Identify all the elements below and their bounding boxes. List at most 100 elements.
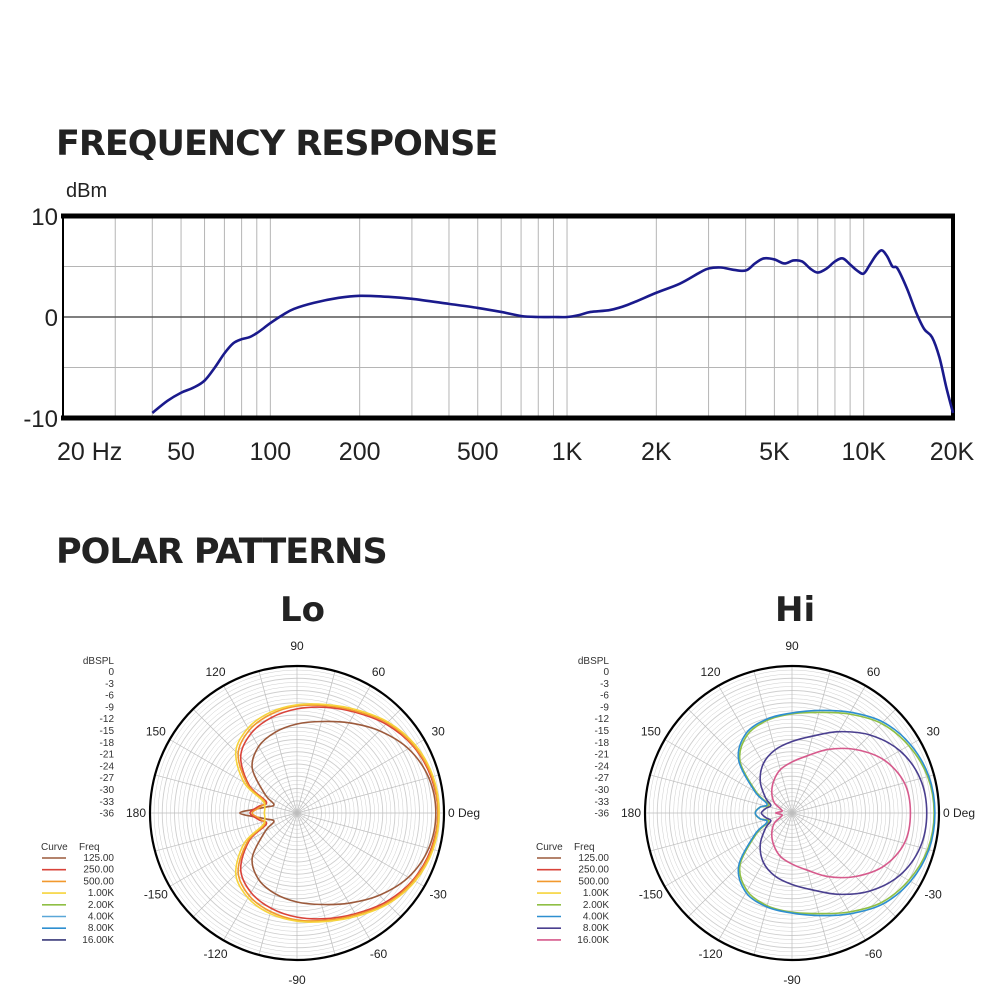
polar-radial-tick: -30 bbox=[595, 785, 610, 796]
x-tick-label: 100 bbox=[250, 438, 292, 466]
x-tick-label: 20K bbox=[930, 438, 975, 466]
polar-radial-tick: -18 bbox=[100, 738, 115, 749]
polar-angle-label: 60 bbox=[372, 665, 386, 679]
polar-radial-tick: -6 bbox=[105, 691, 114, 702]
polar-angle-label: 120 bbox=[205, 665, 225, 679]
polar-spoke bbox=[791, 812, 897, 918]
legend-header-curve: Curve bbox=[536, 842, 563, 853]
polar-spoke bbox=[223, 685, 298, 814]
polar-spoke bbox=[791, 670, 831, 814]
legend-freq-label: 16.00K bbox=[577, 935, 609, 946]
polar-spoke bbox=[296, 812, 371, 941]
polar-angle-label: 90 bbox=[290, 639, 304, 653]
y-tick-label: 0 bbox=[45, 305, 58, 332]
polar-spoke bbox=[296, 708, 402, 814]
polar-angle-label: -60 bbox=[865, 947, 883, 961]
polar-spoke bbox=[791, 812, 935, 852]
polar-radial-tick: -3 bbox=[105, 679, 114, 690]
polar-curve bbox=[234, 703, 440, 923]
polar-angle-label: 30 bbox=[926, 725, 940, 739]
polar-radial-tick: -27 bbox=[595, 773, 610, 784]
polar-radial-tick: -24 bbox=[100, 761, 115, 772]
polar-radial-tick: -36 bbox=[595, 809, 610, 820]
polar-radial-tick: 0 bbox=[108, 667, 114, 678]
polar-spoke bbox=[296, 774, 440, 814]
polar-spoke bbox=[718, 812, 793, 941]
polar-spoke bbox=[154, 812, 298, 852]
polar-spoke bbox=[296, 812, 425, 887]
polar-angle-label: -150 bbox=[144, 888, 168, 902]
legend-freq-label: 1.00K bbox=[583, 888, 609, 899]
polar-radial-tick: -27 bbox=[100, 773, 115, 784]
polar-spoke bbox=[753, 670, 793, 814]
polar-radial-tick: -12 bbox=[100, 714, 115, 725]
polar-outer-circle bbox=[643, 664, 941, 962]
x-tick-label: 50 bbox=[167, 438, 195, 466]
x-tick-label: 5K bbox=[759, 438, 790, 466]
y-axis-label: dBm bbox=[66, 180, 107, 202]
polar-spoke bbox=[791, 708, 897, 814]
polar-curve bbox=[239, 706, 439, 920]
polar-spoke bbox=[791, 812, 831, 956]
legend-freq-label: 2.00K bbox=[583, 900, 609, 911]
polar-spoke bbox=[718, 685, 793, 814]
polar-spoke bbox=[791, 739, 920, 814]
polar-radial-tick: -18 bbox=[595, 738, 610, 749]
polar-radial-tick: -24 bbox=[595, 761, 610, 772]
polar-radial-tick: -12 bbox=[595, 714, 610, 725]
polar-spoke bbox=[192, 708, 298, 814]
polar-spoke bbox=[753, 812, 793, 956]
frequency-response-line bbox=[151, 249, 955, 414]
polar-angle-label: -120 bbox=[698, 947, 722, 961]
legend-freq-label: 4.00K bbox=[88, 912, 114, 923]
polar-spoke bbox=[154, 774, 298, 814]
polar-radial-tick: -36 bbox=[100, 809, 115, 820]
x-tick-label: 20 Hz bbox=[57, 438, 122, 466]
polar-angle-label: 30 bbox=[431, 725, 445, 739]
y-tick-label: -10 bbox=[23, 406, 58, 433]
polar-spoke bbox=[791, 812, 920, 887]
legend-freq-label: 500.00 bbox=[578, 876, 609, 887]
x-tick-label: 500 bbox=[457, 438, 499, 466]
legend-freq-label: 4.00K bbox=[583, 912, 609, 923]
polar-angle-label: -90 bbox=[783, 973, 801, 987]
polar-spoke bbox=[791, 774, 935, 814]
legend-header-freq: Freq bbox=[79, 842, 100, 853]
polar-angle-label: -60 bbox=[370, 947, 388, 961]
polar-angle-label: 90 bbox=[785, 639, 799, 653]
polar-patterns-heading: POLAR PATTERNS bbox=[56, 532, 388, 572]
legend-freq-label: 250.00 bbox=[578, 865, 609, 876]
polar-angle-label: -120 bbox=[203, 947, 227, 961]
polar-radial-tick: -3 bbox=[600, 679, 609, 690]
polar-angle-label: -30 bbox=[429, 888, 447, 902]
polar-angle-label: 60 bbox=[867, 665, 881, 679]
polar-spoke bbox=[296, 739, 425, 814]
polar-radial-unit: dBSPL bbox=[83, 656, 115, 667]
polar-radial-tick: -6 bbox=[600, 691, 609, 702]
legend-freq-label: 8.00K bbox=[88, 923, 114, 934]
polar-curve bbox=[237, 704, 439, 922]
y-tick-label: 10 bbox=[31, 204, 58, 231]
polar-spoke bbox=[192, 812, 298, 918]
polar-spoke bbox=[169, 812, 298, 887]
polar-spoke bbox=[296, 812, 336, 956]
polar-radial-tick: -15 bbox=[100, 726, 115, 737]
x-tick-label: 1K bbox=[552, 438, 583, 466]
polar-spoke bbox=[223, 812, 298, 941]
polar-angle-label: 120 bbox=[700, 665, 720, 679]
polar-spoke bbox=[169, 739, 298, 814]
polar-spoke bbox=[296, 812, 440, 852]
polar-angle-label: -30 bbox=[924, 888, 942, 902]
lo-polar-title: Lo bbox=[280, 590, 326, 630]
polar-spoke bbox=[664, 812, 793, 887]
legend-freq-label: 125.00 bbox=[578, 853, 609, 864]
polar-curve bbox=[759, 730, 928, 896]
polar-angle-label: -90 bbox=[288, 973, 306, 987]
x-tick-label: 200 bbox=[339, 438, 381, 466]
polar-curve bbox=[770, 747, 912, 879]
legend-freq-label: 8.00K bbox=[583, 923, 609, 934]
polar-radial-tick: -30 bbox=[100, 785, 115, 796]
polar-spoke bbox=[664, 739, 793, 814]
polar-radial-tick: -9 bbox=[600, 702, 609, 713]
legend-freq-label: 250.00 bbox=[83, 865, 114, 876]
